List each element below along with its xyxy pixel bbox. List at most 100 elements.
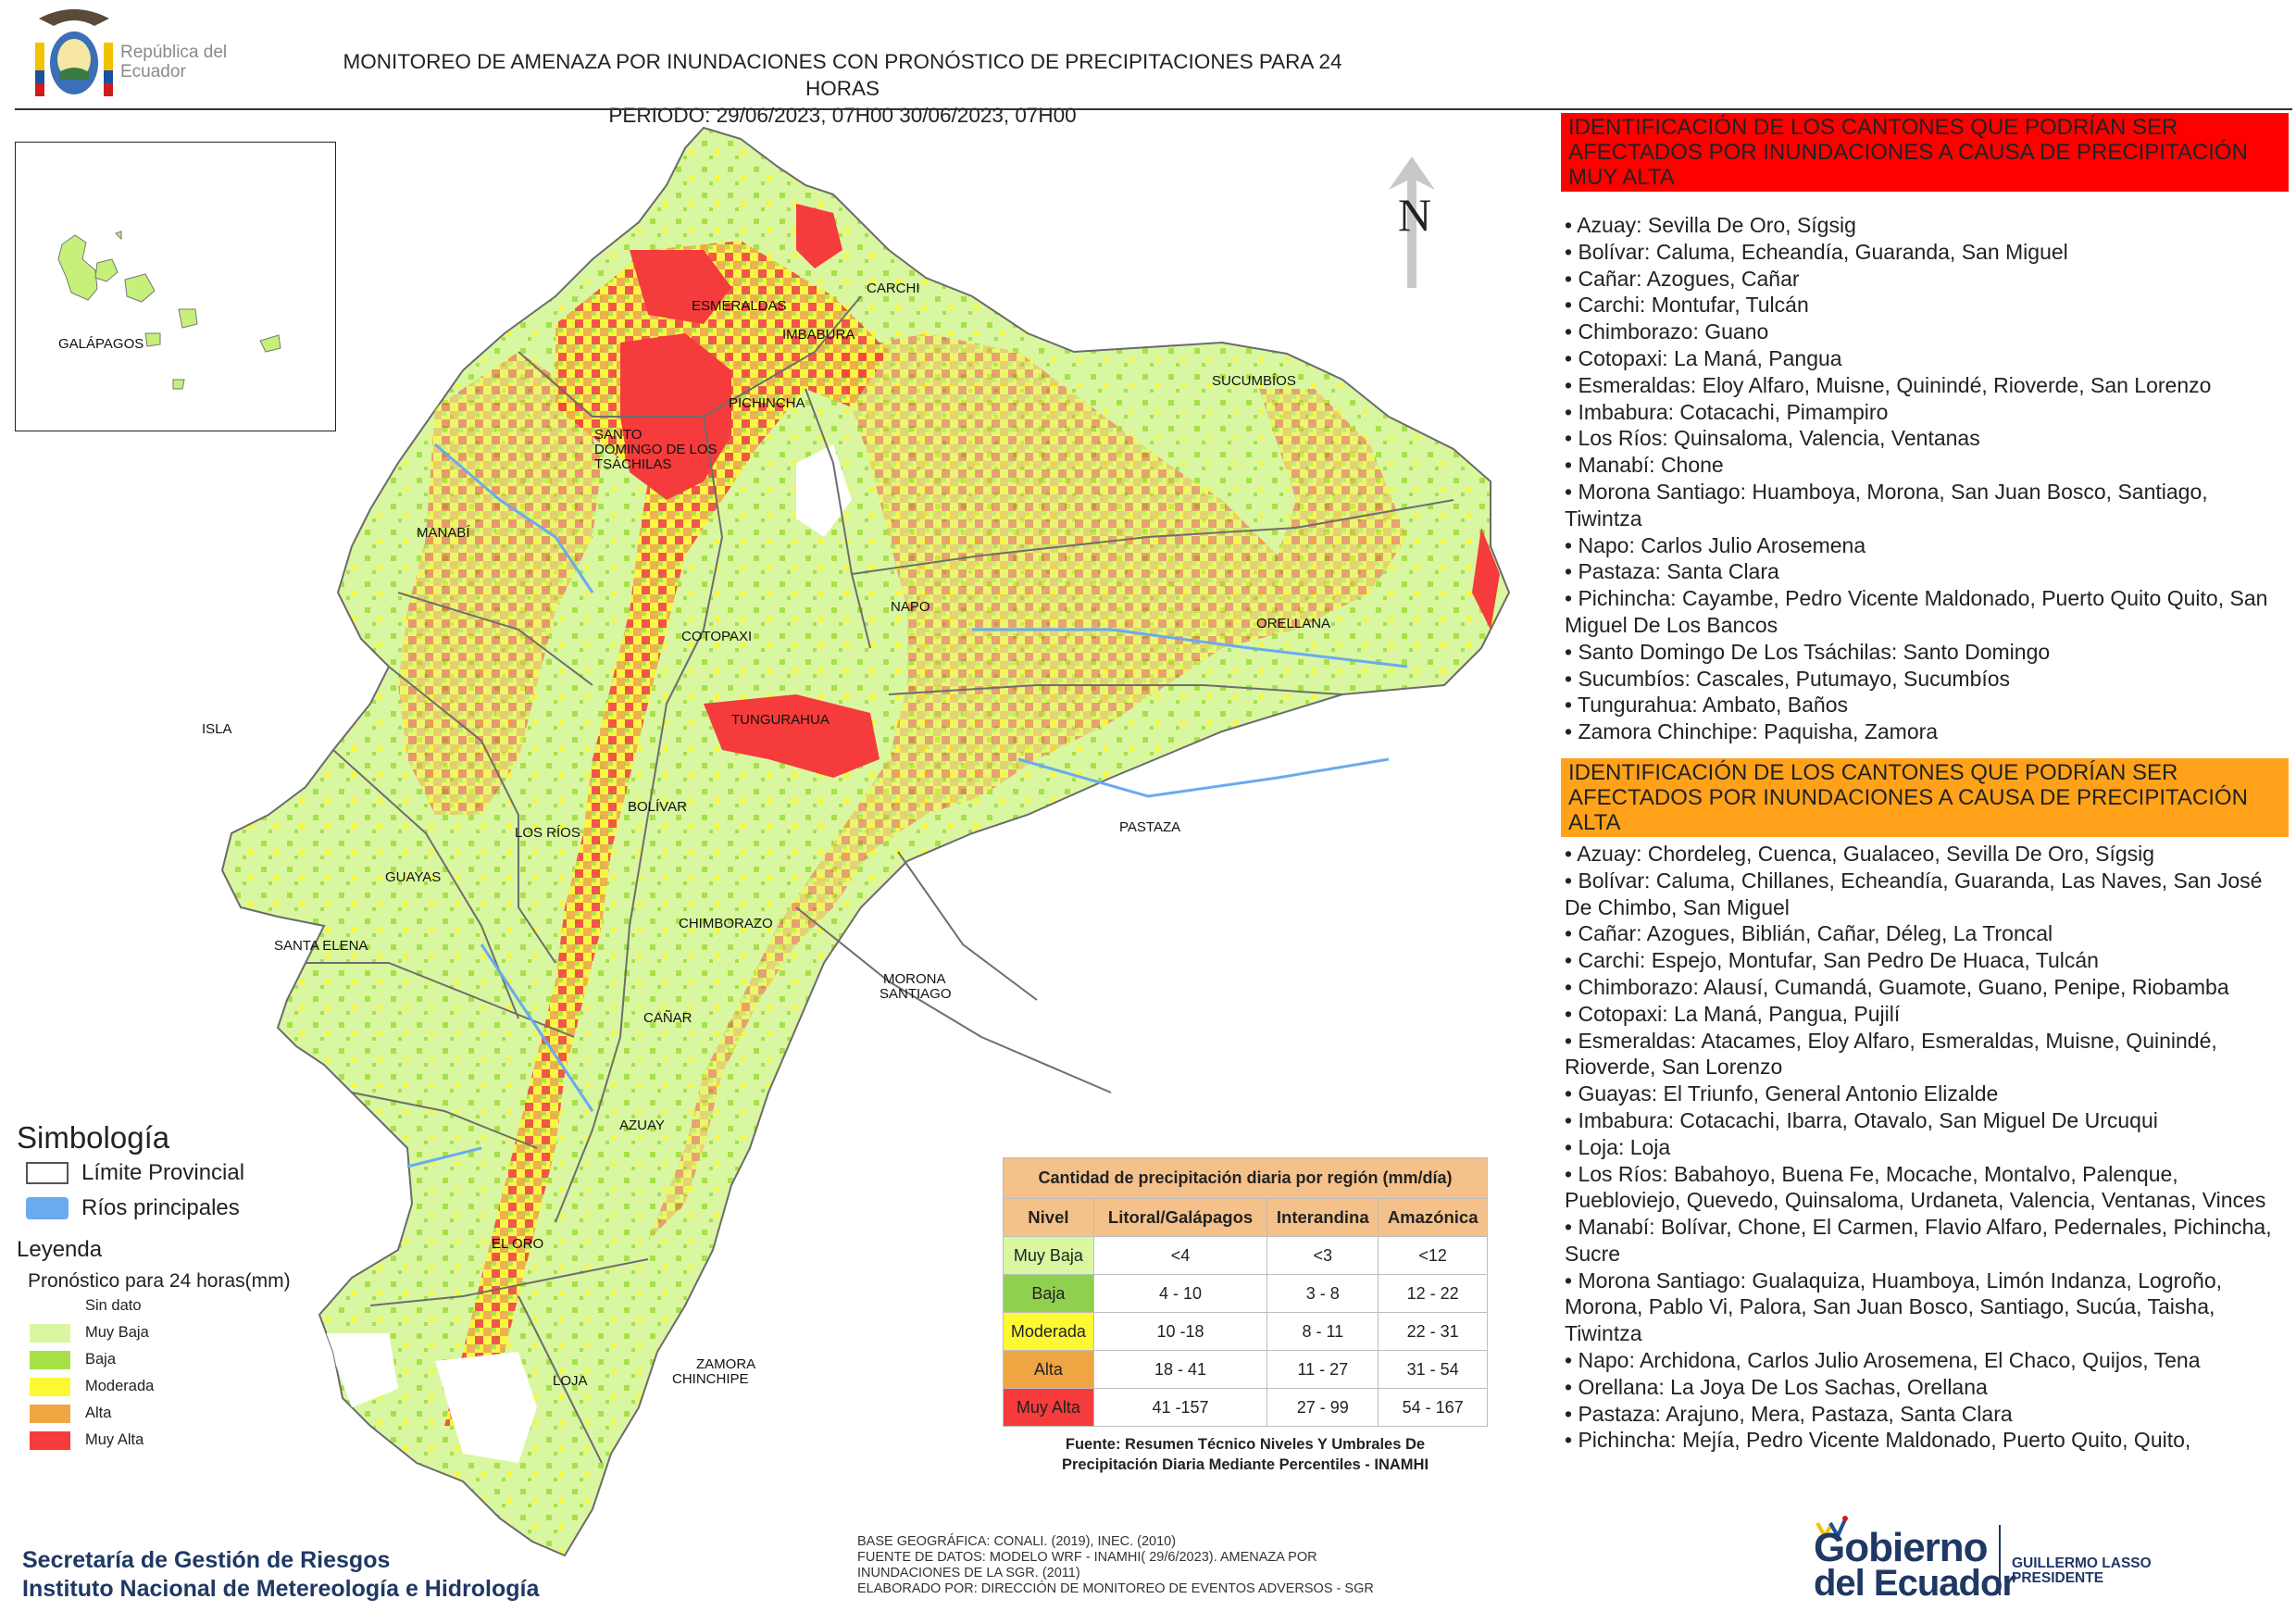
value-cell: <3 — [1267, 1236, 1379, 1275]
list-item: Esmeraldas: Atacames, Eloy Alfaro, Esmer… — [1565, 1028, 2289, 1081]
list-item: Cotopaxi: La Maná, Pangua — [1565, 345, 2289, 372]
list-item: Pichincha: Mejía, Pedro Vicente Maldonad… — [1565, 1427, 2289, 1454]
list-item: Napo: Archidona, Carlos Julio Arosemena,… — [1565, 1347, 2289, 1374]
list-item: Napo: Carlos Julio Arosemena — [1565, 532, 2289, 559]
president-name: GUILLERMO LASSO — [2012, 1555, 2152, 1571]
level-cell: Moderada — [1003, 1312, 1094, 1351]
label-el-oro: EL ORO — [492, 1236, 543, 1252]
threshold-table-grid: Cantidad de precipitación diaria por reg… — [1003, 1157, 1488, 1427]
legend-row-muy-alta: Muy Alta — [30, 1427, 406, 1454]
galapagos-inset[interactable]: GALÁPAGOS — [15, 142, 336, 431]
list-item: Guayas: El Triunfo, General Antonio Eliz… — [1565, 1081, 2289, 1107]
legend-label-alta: Alta — [85, 1405, 112, 1421]
list-item: Bolívar: Caluma, Chillanes, Echeandía, G… — [1565, 868, 2289, 921]
rivers-label: Ríos principales — [81, 1195, 240, 1220]
list-item: Carchi: Espejo, Montufar, San Pedro De H… — [1565, 947, 2289, 974]
label-zamora-1: ZAMORA — [696, 1356, 755, 1372]
rivers-swatch — [26, 1197, 69, 1219]
value-cell: 31 - 54 — [1378, 1350, 1488, 1389]
label-cotopaxi: COTOPAXI — [681, 629, 752, 644]
very-high-list: Azuay: Sevilla De Oro, Sígsig Bolívar: C… — [1561, 212, 2289, 745]
legend-row-sin-dato: Sin dato — [30, 1293, 406, 1319]
footer-notes: BASE GEOGRÁFICA: CONALI. (2019), INEC. (… — [857, 1534, 1376, 1597]
province-labels: ESMERALDAS CARCHI IMBABURA SUCUMBÍOS PIC… — [202, 281, 1330, 1389]
label-zamora-2: CHINCHIPE — [672, 1371, 749, 1387]
label-esmeraldas: ESMERALDAS — [692, 298, 787, 314]
swatch-alta — [30, 1404, 70, 1423]
value-cell: <4 — [1092, 1236, 1268, 1275]
label-isla: ISLA — [202, 721, 232, 737]
north-label: N — [1398, 189, 1431, 241]
gobierno-divider — [1999, 1525, 2001, 1595]
legend-row-muy-baja: Muy Baja — [30, 1319, 406, 1346]
list-item: Azuay: Sevilla De Oro, Sígsig — [1565, 212, 2289, 239]
legend-title: Leyenda — [17, 1237, 103, 1262]
list-item: Morona Santiago: Huamboya, Morona, San J… — [1565, 479, 2289, 532]
ecuador-forecast-map[interactable]: ESMERALDAS CARCHI IMBABURA SUCUMBÍOS PIC… — [0, 111, 1528, 1574]
list-item: Zamora Chinchipe: Paquisha, Zamora — [1565, 718, 2289, 745]
table-row: Muy Alta 41 -157 27 - 99 54 - 167 — [1003, 1388, 1488, 1427]
label-manabi: MANABÍ — [417, 525, 470, 541]
label-napo: NAPO — [891, 599, 930, 615]
label-canar: CAÑAR — [643, 1010, 693, 1026]
threshold-table-title: Cantidad de precipitación diaria por reg… — [1003, 1157, 1488, 1199]
list-item: Esmeraldas: Eloy Alfaro, Muisne, Quinind… — [1565, 372, 2289, 399]
label-imbabura: IMBABURA — [782, 327, 855, 343]
legend-row-alta: Alta — [30, 1400, 406, 1427]
list-item: Morona Santiago: Gualaquiza, Huamboya, L… — [1565, 1268, 2289, 1347]
value-cell: 3 - 8 — [1267, 1274, 1379, 1313]
label-tungurahua: TUNGURAHUA — [731, 712, 830, 728]
value-cell: 54 - 167 — [1378, 1388, 1488, 1427]
label-pastaza: PASTAZA — [1119, 819, 1180, 835]
sin-dato-eloro — [324, 1333, 398, 1407]
label-loja: LOJA — [553, 1373, 588, 1389]
list-item: Manabí: Chone — [1565, 452, 2289, 479]
title-line-1: MONITOREO DE AMENAZA POR INUNDACIONES CO… — [343, 50, 1342, 100]
andes-high-precip-zone — [444, 241, 889, 1426]
symbology-title: Simbología — [17, 1120, 170, 1155]
legend-label-sin-dato: Sin dato — [85, 1297, 142, 1314]
table-source: Fuente: Resumen Técnico Niveles Y Umbral… — [1003, 1434, 1488, 1475]
very-high-header: IDENTIFICACIÓN DE LOS CANTONES QUE PODRÍ… — [1561, 113, 2289, 192]
muy-alta-north — [630, 250, 731, 324]
header-amazonica: Amazónica — [1378, 1198, 1488, 1237]
label-orellana: ORELLANA — [1256, 616, 1330, 631]
source-line-2: Precipitación Diaria Mediante Percentile… — [1061, 1456, 1429, 1473]
list-item: Bolívar: Caluma, Echeandía, Guaranda, Sa… — [1565, 239, 2289, 266]
list-item: Cotopaxi: La Maná, Pangua, Pujilí — [1565, 1001, 2289, 1028]
label-carchi: CARCHI — [867, 281, 920, 296]
galapagos-inset-map: GALÁPAGOS — [57, 231, 281, 390]
label-azuay: AZUAY — [619, 1118, 665, 1133]
table-row: Baja 4 - 10 3 - 8 12 - 22 — [1003, 1274, 1488, 1313]
label-guayas: GUAYAS — [385, 869, 441, 885]
gobierno-line-2: del Ecuador — [1814, 1563, 2016, 1604]
legend-label-baja: Baja — [85, 1351, 117, 1368]
provincial-limits — [306, 295, 1454, 1464]
table-row: Muy Baja <4 <3 <12 — [1003, 1236, 1488, 1275]
label-los-rios: LOS RÍOS — [515, 825, 580, 841]
provincial-limit-swatch — [26, 1162, 69, 1184]
provincial-limit-row: Límite Provincial — [17, 1156, 406, 1191]
value-cell: 27 - 99 — [1267, 1388, 1379, 1427]
agency-line-1: Secretaría de Gestión de Riesgos — [22, 1547, 391, 1573]
swatch-muy-alta — [30, 1430, 70, 1450]
list-item: Chimborazo: Alausí, Cumandá, Guamote, Gu… — [1565, 974, 2289, 1001]
map-legend: Simbología Límite Provincial Ríos princi… — [17, 1120, 406, 1509]
legend-label-muy-alta: Muy Alta — [85, 1431, 144, 1448]
swatch-sin-dato — [30, 1296, 70, 1316]
high-header: IDENTIFICACIÓN DE LOS CANTONES QUE PODRÍ… — [1561, 757, 2289, 837]
republica-text: República del Ecuador — [120, 43, 228, 81]
list-item: Imbabura: Cotacachi, Ibarra, Otavalo, Sa… — [1565, 1107, 2289, 1134]
value-cell: <12 — [1378, 1236, 1488, 1275]
president-title: PRESIDENTE — [2012, 1570, 2104, 1586]
label-bolivar: BOLÍVAR — [628, 799, 687, 815]
sin-dato-pichincha — [796, 444, 852, 537]
provincial-limit-label: Límite Provincial — [81, 1160, 245, 1185]
level-cell: Muy Alta — [1003, 1388, 1094, 1427]
coat-of-arms-icon — [35, 9, 113, 96]
value-cell: 8 - 11 — [1267, 1312, 1379, 1351]
muy-alta-carchi — [796, 204, 842, 269]
gobierno-mark-icon — [1816, 1516, 1848, 1541]
label-chimborazo: CHIMBORAZO — [679, 916, 773, 931]
value-cell: 4 - 10 — [1092, 1274, 1268, 1313]
